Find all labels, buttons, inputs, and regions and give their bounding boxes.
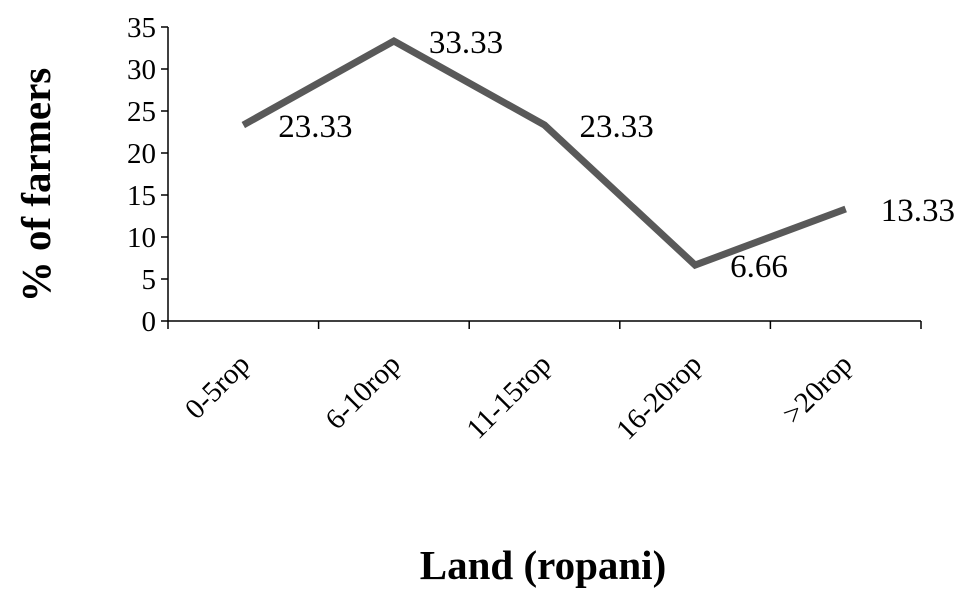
y-tick-label: 30 [127, 54, 156, 86]
data-label: 23.33 [580, 109, 654, 145]
x-axis-title: Land (ropani) [420, 542, 666, 588]
x-tick-label: 11-15rop [460, 348, 557, 445]
y-tick-label: 25 [127, 96, 156, 128]
y-tick-label: 20 [127, 138, 156, 170]
axes [167, 27, 921, 322]
x-ticks: 0-5rop 6-10rop 11-15rop 16-20rop >20rop [167, 321, 922, 446]
x-tick-label: >20rop [777, 348, 859, 430]
data-label: 33.33 [429, 25, 503, 61]
data-label: 6.66 [730, 249, 788, 285]
y-ticks: 0 5 10 15 20 25 30 35 [127, 12, 168, 338]
y-tick-label: 35 [127, 12, 156, 44]
y-axis-title: % of farmers [13, 68, 59, 303]
x-tick-label: 0-5rop [179, 348, 256, 425]
y-tick-label: 5 [142, 264, 157, 296]
y-tick-label: 10 [127, 222, 156, 254]
y-tick-label: 15 [127, 180, 156, 212]
data-label: 23.33 [278, 109, 352, 145]
series-line [241, 37, 847, 270]
data-label: 13.33 [881, 193, 954, 229]
y-tick-label: 0 [142, 306, 157, 338]
x-tick-label: 6-10rop [319, 348, 407, 436]
data-labels: 23.33 33.33 23.33 6.66 13.33 [278, 25, 954, 285]
x-tick-label: 16-20rop [610, 348, 708, 446]
